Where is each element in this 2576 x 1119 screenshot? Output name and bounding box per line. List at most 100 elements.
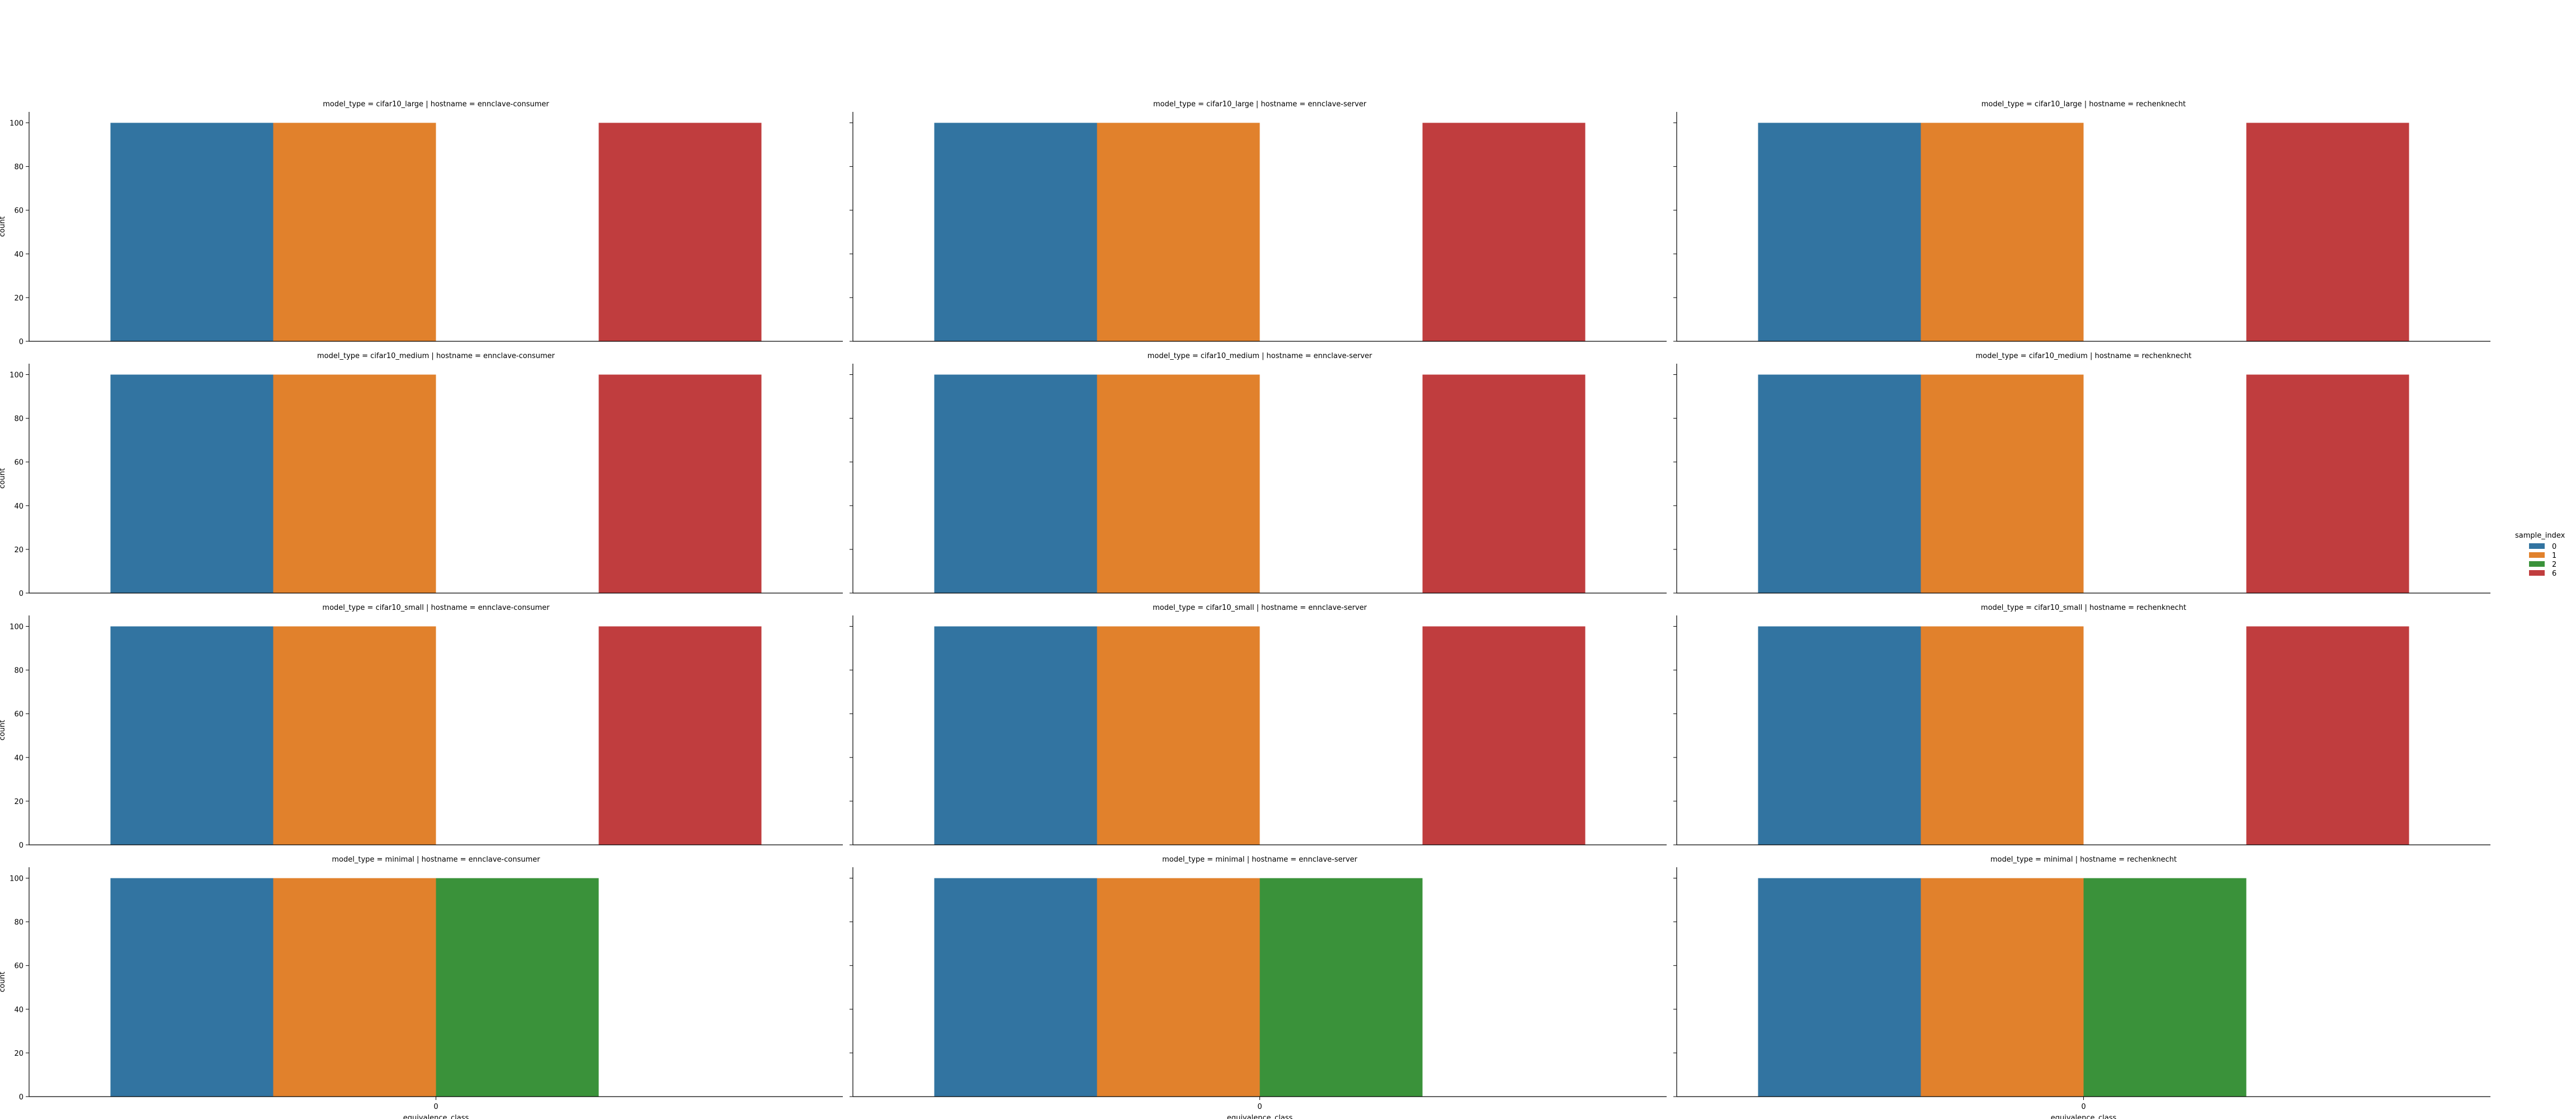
x-axis-label: equivalence_class	[403, 1114, 469, 1119]
facet-panel: model_type = minimal | hostname = enncla…	[0, 855, 843, 1119]
bar-sample-0	[110, 626, 273, 845]
bar-sample-2	[2083, 878, 2247, 1097]
x-tick-label: 0	[1257, 1103, 1262, 1111]
bar-sample-1	[1097, 123, 1260, 341]
legend-label-6: 6	[2552, 570, 2556, 578]
y-tick-label: 40	[14, 754, 23, 763]
panel-title: model_type = cifar10_small | hostname = …	[1153, 604, 1367, 612]
bar-sample-1	[273, 878, 436, 1097]
y-tick-label: 100	[10, 372, 23, 380]
y-tick-label: 0	[19, 841, 23, 850]
y-tick-label: 20	[14, 798, 23, 806]
x-tick-label: 0	[2081, 1103, 2086, 1111]
bar-sample-6	[598, 626, 762, 845]
facet-panel: model_type = cifar10_large | hostname = …	[0, 100, 843, 346]
bar-sample-0	[934, 374, 1097, 593]
panel-title: model_type = cifar10_large | hostname = …	[1153, 100, 1367, 109]
facet-panel: model_type = cifar10_small | hostname = …	[850, 604, 1667, 845]
bar-sample-6	[2246, 123, 2409, 341]
y-tick-label: 80	[14, 919, 23, 927]
bar-sample-1	[1097, 878, 1260, 1097]
bar-sample-0	[934, 878, 1097, 1097]
y-tick-label: 40	[14, 251, 23, 259]
legend-label-0: 0	[2552, 543, 2556, 551]
legend-title: sample_index	[2515, 532, 2565, 540]
y-tick-label: 100	[10, 875, 23, 883]
bar-sample-0	[110, 123, 273, 341]
legend-swatch-0	[2529, 543, 2545, 549]
facet-panel: model_type = cifar10_large | hostname = …	[850, 100, 1667, 342]
y-tick-label: 0	[19, 590, 23, 598]
bar-sample-6	[1422, 374, 1586, 593]
x-axis-label: equivalence_class	[2051, 1114, 2117, 1119]
facet-panel: model_type = minimal | hostname = rechen…	[1673, 855, 2490, 1119]
bar-sample-1	[1097, 626, 1260, 845]
y-tick-label: 60	[14, 711, 23, 719]
y-tick-label: 80	[14, 667, 23, 675]
bar-sample-0	[934, 123, 1097, 341]
panel-title: model_type = cifar10_medium | hostname =…	[317, 352, 555, 360]
bar-sample-1	[1097, 374, 1260, 593]
facet-panel: model_type = cifar10_medium | hostname =…	[1673, 352, 2490, 594]
panel-title: model_type = cifar10_medium | hostname =…	[1976, 352, 2192, 360]
legend-swatch-1	[2529, 552, 2545, 558]
x-axis-label: equivalence_class	[1227, 1114, 1293, 1119]
y-tick-label: 100	[10, 120, 23, 128]
y-axis-label: count	[0, 468, 7, 489]
bar-sample-1	[1921, 374, 2084, 593]
facet-panel: model_type = cifar10_large | hostname = …	[1673, 100, 2490, 342]
y-tick-label: 40	[14, 1006, 23, 1014]
y-axis-label: count	[0, 972, 7, 993]
y-tick-label: 100	[10, 623, 23, 632]
legend-swatch-6	[2529, 570, 2545, 576]
y-tick-label: 0	[19, 1093, 23, 1102]
bar-sample-0	[1758, 123, 1921, 341]
panel-title: model_type = cifar10_small | hostname = …	[322, 604, 550, 612]
legend-label-2: 2	[2552, 561, 2556, 569]
bar-sample-6	[598, 123, 762, 341]
bar-sample-6	[2246, 374, 2409, 593]
bar-sample-1	[273, 626, 436, 845]
y-tick-label: 20	[14, 1050, 23, 1058]
panel-title: model_type = minimal | hostname = enncla…	[1162, 855, 1358, 864]
y-tick-label: 40	[14, 502, 23, 511]
bar-sample-1	[273, 123, 436, 341]
bar-sample-6	[2246, 626, 2409, 845]
legend-label-1: 1	[2552, 552, 2556, 560]
bar-sample-6	[1422, 626, 1586, 845]
bar-sample-1	[1921, 878, 2084, 1097]
legend-swatch-2	[2529, 561, 2545, 567]
x-tick-label: 0	[433, 1103, 438, 1111]
bar-sample-6	[598, 374, 762, 593]
y-tick-label: 80	[14, 415, 23, 424]
panel-title: model_type = cifar10_medium | hostname =…	[1148, 352, 1372, 360]
bar-sample-0	[934, 626, 1097, 845]
y-tick-label: 60	[14, 207, 23, 215]
bar-sample-1	[1921, 626, 2084, 845]
bar-sample-2	[436, 878, 599, 1097]
bar-sample-0	[110, 878, 273, 1097]
y-tick-label: 80	[14, 163, 23, 172]
bar-sample-2	[1259, 878, 1423, 1097]
facet-panel: model_type = cifar10_small | hostname = …	[1673, 604, 2490, 845]
facet-panel: model_type = cifar10_medium | hostname =…	[0, 352, 843, 598]
bar-sample-6	[1422, 123, 1586, 341]
bar-sample-0	[1758, 626, 1921, 845]
panel-title: model_type = cifar10_large | hostname = …	[1981, 100, 2186, 109]
facet-panel: model_type = cifar10_small | hostname = …	[0, 604, 843, 850]
bar-sample-0	[1758, 374, 1921, 593]
facet-grid: model_type = cifar10_large | hostname = …	[0, 100, 2490, 1119]
panel-title: model_type = cifar10_small | hostname = …	[1981, 604, 2186, 612]
bar-sample-0	[1758, 878, 1921, 1097]
panel-title: model_type = minimal | hostname = rechen…	[1990, 855, 2177, 864]
panel-title: model_type = minimal | hostname = enncla…	[332, 855, 540, 864]
bar-sample-0	[110, 374, 273, 593]
y-tick-label: 0	[19, 338, 23, 346]
y-axis-label: count	[0, 720, 7, 741]
y-tick-label: 60	[14, 459, 23, 467]
facet-panel: model_type = minimal | hostname = enncla…	[850, 855, 1667, 1119]
panel-title: model_type = cifar10_large | hostname = …	[323, 100, 549, 109]
y-axis-label: count	[0, 217, 7, 237]
